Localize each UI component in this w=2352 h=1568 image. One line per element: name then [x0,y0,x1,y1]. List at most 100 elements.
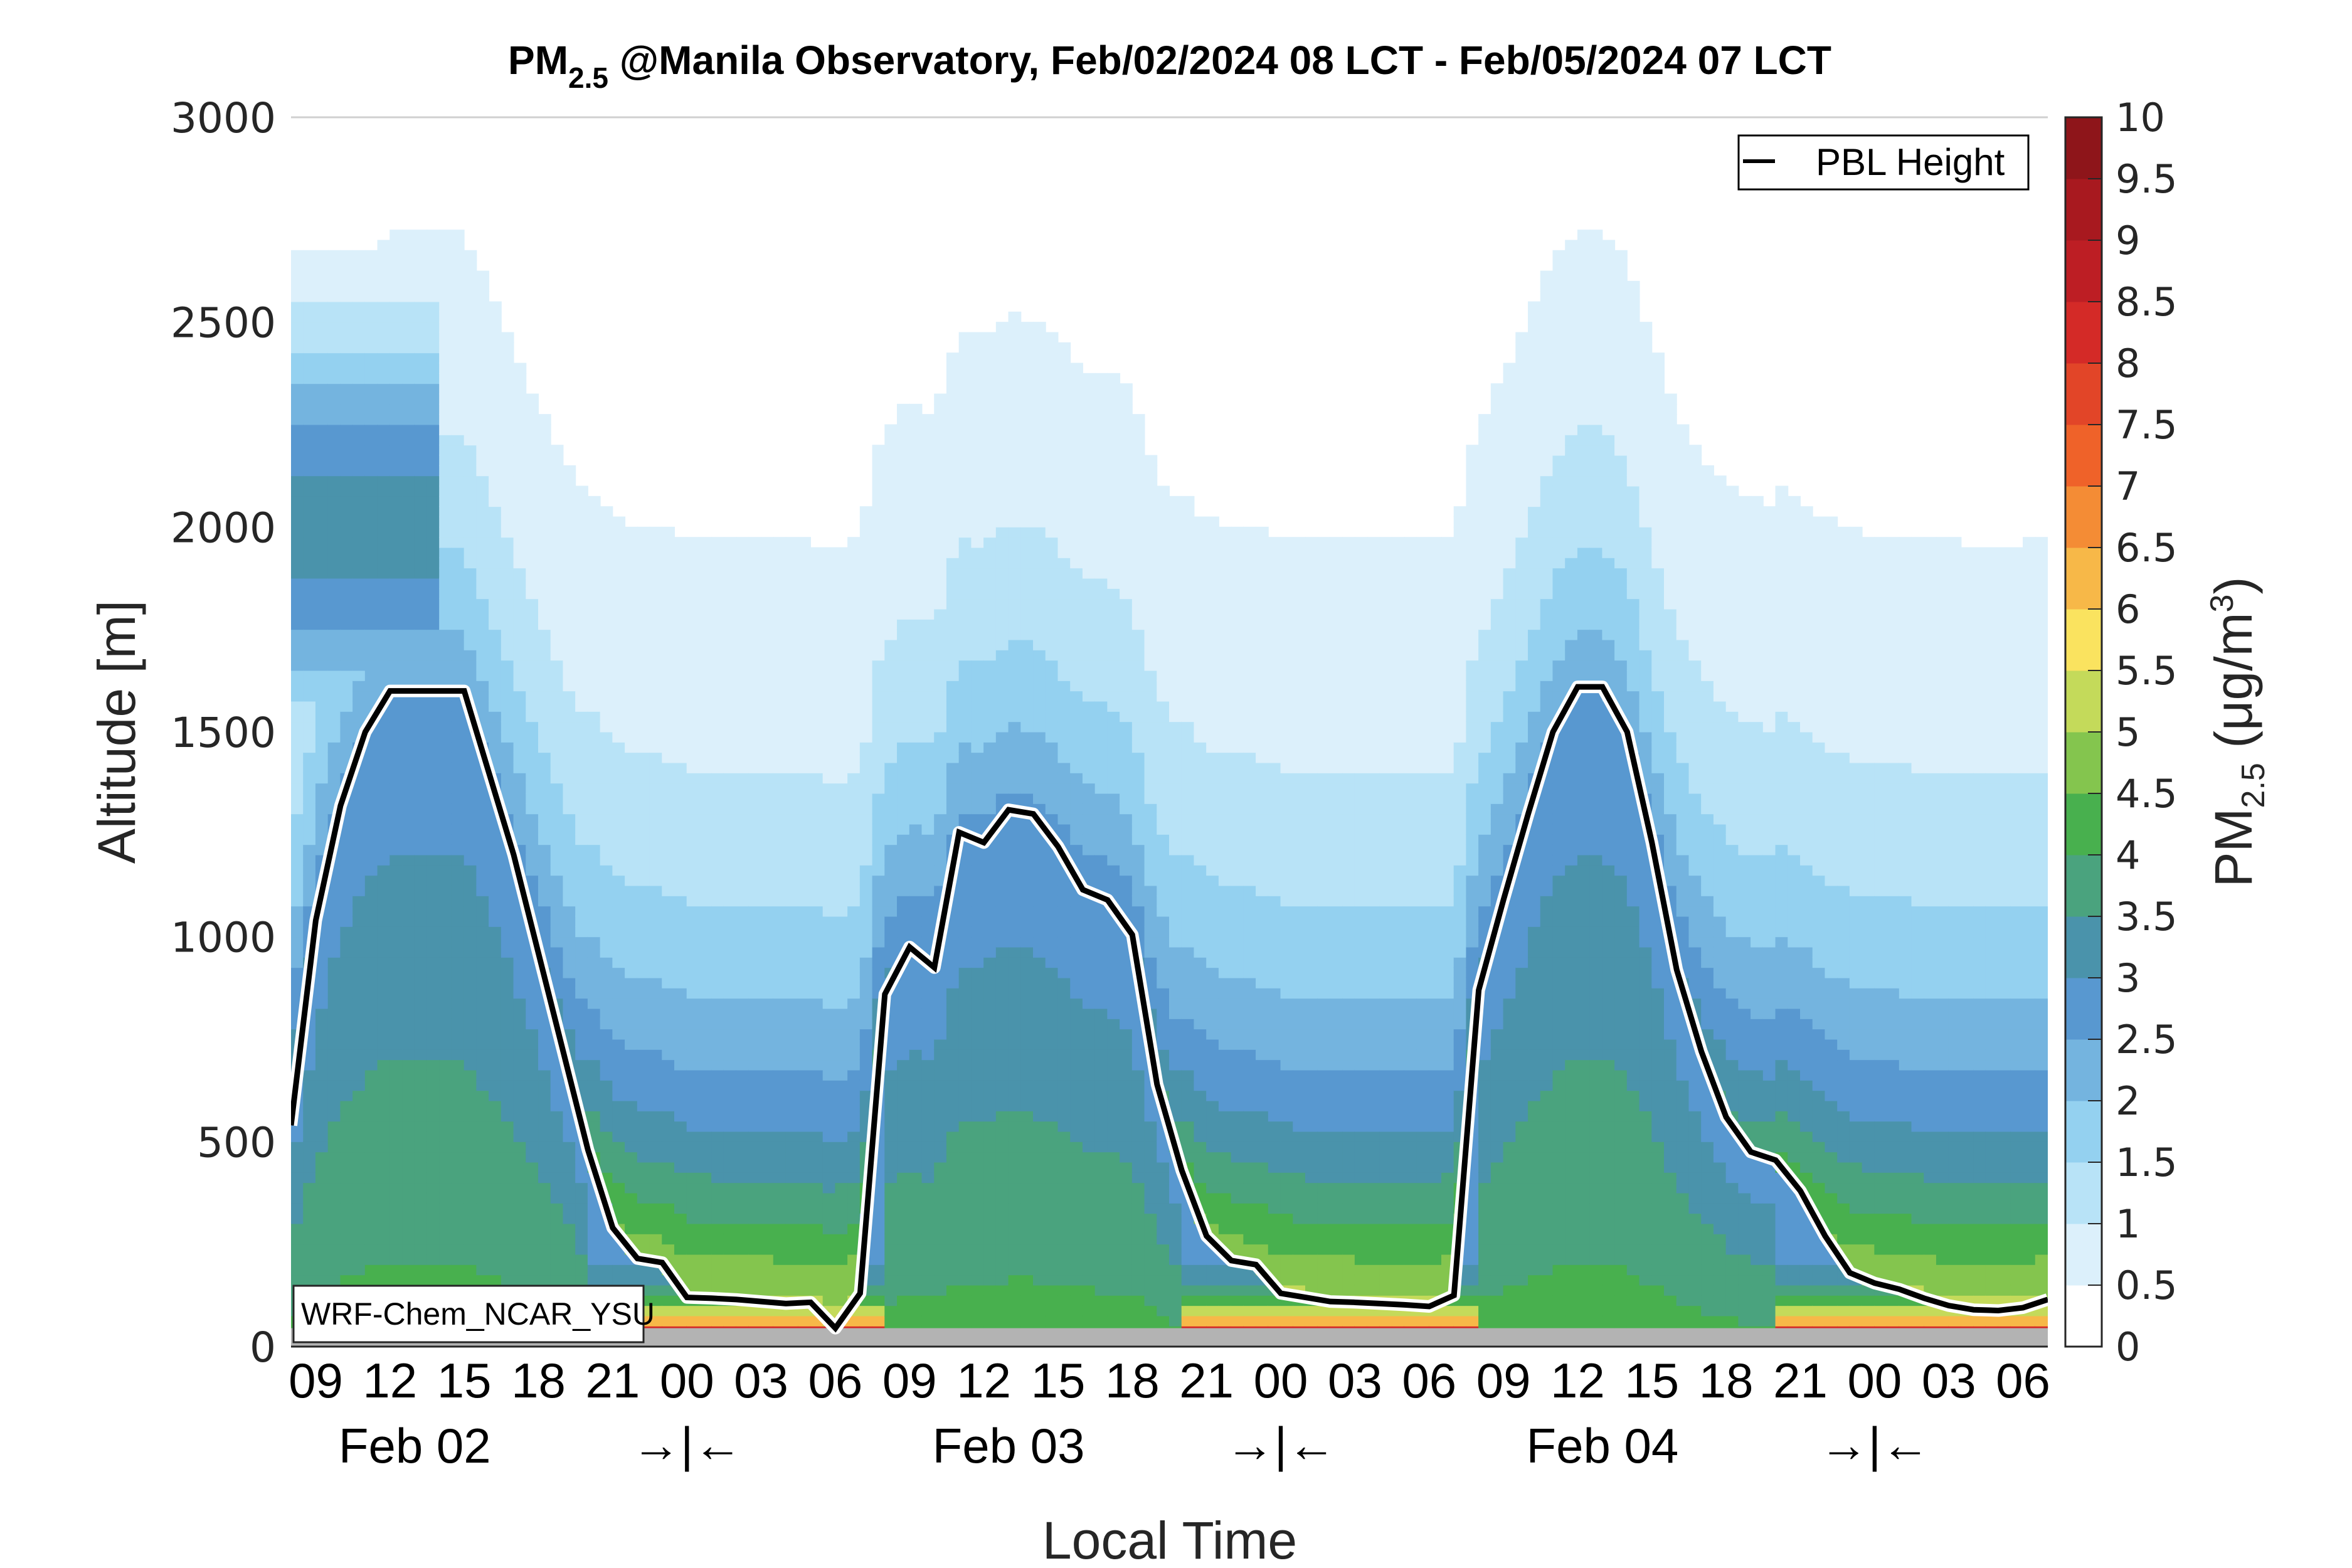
field-cell [377,844,391,856]
field-cell [538,1131,551,1142]
field-cell [921,783,935,794]
field-cell [600,762,613,773]
field-cell [723,803,737,815]
field-cell [303,393,316,405]
field-cell [377,547,391,558]
field-cell [723,670,737,681]
field-cell [897,813,910,825]
field-cell [835,1182,849,1194]
field-cell [748,608,762,620]
field-cell [934,813,947,825]
field-cell [327,1274,341,1286]
field-cell [649,1305,663,1316]
field-cell [909,465,923,477]
field-cell [538,1192,551,1204]
field-cell [723,568,737,579]
field-cell [538,1152,551,1163]
field-cell [464,1008,477,1019]
field-cell [723,701,737,712]
field-cell [822,824,836,835]
field-cell [414,1100,428,1111]
field-cell [897,1254,910,1265]
field-cell [550,639,564,650]
field-cell [377,1244,391,1255]
field-cell [921,670,935,681]
field-cell [389,485,403,497]
field-cell [414,1182,428,1194]
field-cell [426,1029,440,1040]
field-cell [835,1172,849,1184]
field-cell [526,578,539,589]
field-cell [352,393,366,405]
field-cell [402,1059,415,1071]
field-cell [513,1039,527,1050]
field-cell [686,1223,700,1234]
field-cell [711,813,724,825]
field-cell [426,844,440,856]
field-cell [600,1090,613,1101]
field-cell [897,741,910,753]
field-cell [662,1069,675,1081]
field-cell [439,240,452,251]
field-cell [785,783,799,794]
field-cell [426,1162,440,1173]
field-cell [674,618,687,630]
field-cell [377,956,391,968]
field-cell [674,946,687,958]
field-cell [340,1274,354,1286]
field-cell [303,854,316,866]
field-cell [451,977,465,988]
field-cell [847,1049,861,1061]
field-cell [563,854,576,866]
field-cell [489,455,502,466]
field-cell [538,803,551,815]
field-cell [723,864,737,876]
field-cell [563,731,576,743]
field-cell [649,885,663,896]
field-cell [464,977,477,988]
field-cell [835,629,849,640]
field-cell [291,588,304,600]
field-cell [550,916,564,927]
field-cell [513,1182,527,1194]
field-cell [389,701,403,712]
field-cell [748,578,762,589]
field-cell [859,537,873,548]
field-cell [835,1131,849,1142]
field-cell [501,680,514,692]
field-cell [810,691,824,702]
field-cell [364,403,378,415]
field-cell [810,864,824,876]
field-cell [699,701,712,712]
field-cell [538,1110,551,1122]
field-cell [946,1141,960,1153]
field-cell [327,977,341,988]
field-cell [810,1008,824,1019]
field-cell [662,547,675,558]
field-cell [303,1264,316,1276]
field-cell [711,956,724,968]
field-cell [662,1182,675,1194]
field-cell [439,834,452,845]
field-cell [674,1233,687,1245]
field-cell [872,1223,886,1234]
field-cell [625,741,638,753]
field-cell [464,352,477,364]
field-cell [798,1090,811,1101]
field-cell [489,936,502,948]
field-cell [587,885,601,896]
field-cell [835,1049,849,1061]
field-cell [389,383,403,395]
field-cell [352,1090,366,1101]
field-cell [291,495,304,507]
field-cell [872,721,886,733]
field-cell [575,495,588,507]
field-cell [711,1315,724,1327]
field-cell [761,1264,774,1276]
field-cell [798,568,811,579]
field-cell [859,660,873,671]
field-cell [587,721,601,733]
field-cell [291,311,304,323]
field-cell [748,660,762,671]
field-cell [389,772,403,784]
